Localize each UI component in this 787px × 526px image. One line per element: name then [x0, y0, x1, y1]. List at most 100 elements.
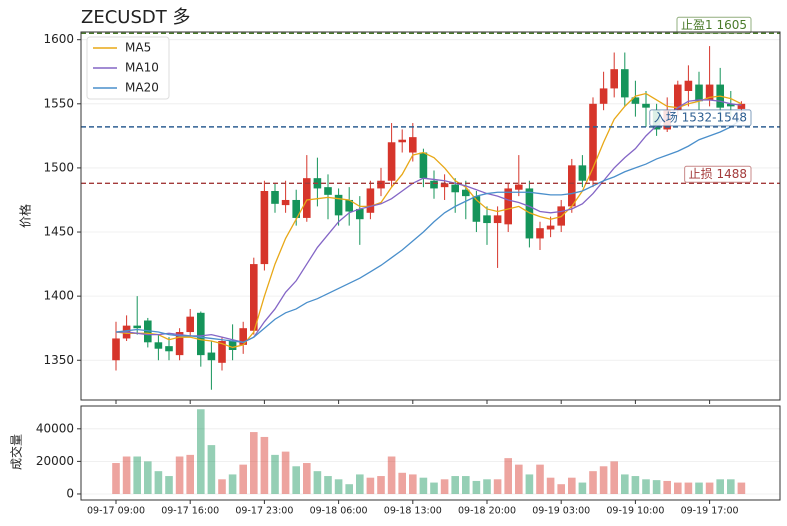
candle-body	[684, 80, 693, 91]
candle-body	[154, 342, 163, 349]
candle-body	[546, 225, 555, 230]
volume-bar	[737, 482, 746, 494]
candle-body	[387, 142, 396, 181]
candle-body	[705, 84, 714, 100]
legend: MA5 MA10 MA20	[86, 36, 170, 100]
level-label-text: 止盈1 1605	[681, 18, 747, 32]
volume-bar	[557, 484, 565, 494]
legend-box	[86, 36, 170, 100]
y-tick-label: 1600	[43, 32, 74, 46]
volume-bar	[239, 464, 247, 494]
candle-body	[292, 199, 300, 218]
volume-bar	[568, 477, 576, 494]
x-tick-label: 09-18 06:00	[310, 506, 368, 517]
candle-body	[409, 137, 417, 153]
volume-bar	[610, 461, 618, 494]
y-tick-label: 20000	[36, 454, 74, 468]
y-tick-label: 1450	[43, 225, 74, 239]
candle-body	[112, 338, 120, 361]
candle-body	[578, 165, 587, 181]
plot-frame	[80, 31, 781, 401]
candle-body	[674, 84, 682, 111]
volume-bar	[387, 456, 396, 494]
volume-bar	[281, 451, 290, 494]
volume-bar	[366, 477, 375, 494]
volume-bar	[228, 474, 237, 494]
volume-bar	[112, 463, 120, 494]
volume-bar	[663, 480, 671, 494]
volume-bar	[409, 474, 417, 494]
candle-body	[175, 332, 184, 356]
candle-body	[133, 325, 141, 329]
candle-body	[504, 188, 512, 225]
volume-bar	[652, 480, 661, 494]
volume-bar	[303, 463, 311, 494]
candle-body	[515, 184, 523, 190]
volume-bar	[292, 466, 300, 494]
legend-label: MA5	[125, 41, 151, 55]
y-tick-label: 1500	[43, 160, 74, 174]
candle-body	[197, 312, 205, 356]
volume-bar	[515, 464, 523, 494]
candle-body	[377, 180, 385, 189]
ma-line	[115, 92, 742, 349]
y-tick-label: 40000	[36, 421, 74, 435]
candle-body	[621, 69, 629, 98]
y-tick-label: 1350	[43, 353, 74, 367]
volume-bar	[674, 482, 682, 494]
x-tick-label: 09-17 09:00	[87, 506, 145, 517]
candle-body	[218, 341, 226, 363]
candle-body	[260, 190, 269, 265]
volume-bar	[197, 409, 205, 494]
volume-bar	[398, 472, 406, 494]
volume-axis-label: 成交量	[9, 434, 24, 470]
x-tick-label: 09-18 20:00	[458, 506, 516, 517]
volume-bar	[250, 432, 258, 494]
volume-bar	[525, 474, 534, 494]
level-label: 止损 1488	[684, 165, 752, 183]
volume-bar	[472, 480, 481, 494]
volume-bar	[430, 482, 438, 494]
candle-body	[281, 199, 290, 206]
volume-bar	[419, 477, 428, 494]
volume-bar	[324, 476, 332, 494]
volume-bar	[144, 461, 152, 494]
volume-bar	[313, 471, 322, 494]
candle-body	[366, 188, 375, 213]
candle-body	[727, 103, 735, 107]
candle-body	[462, 189, 470, 197]
y-tick-label: 1550	[43, 96, 74, 110]
y-tick-label: 0	[66, 486, 74, 500]
volume-bar	[536, 464, 544, 494]
volume-bar	[186, 454, 194, 494]
volume-bar	[727, 479, 735, 494]
y-tick-label: 1400	[43, 289, 74, 303]
candle-body	[642, 103, 650, 108]
volume-bar	[642, 479, 650, 494]
level-label-box	[649, 109, 752, 127]
volume-bar	[504, 458, 512, 494]
ma-line	[115, 118, 742, 343]
candle-body	[250, 264, 258, 331]
candle-body	[228, 341, 237, 350]
volume-bar	[218, 479, 226, 494]
chart-title: ZECUSDT 多	[81, 7, 190, 28]
candle-body	[568, 165, 576, 207]
x-tick-label: 09-17 23:00	[235, 506, 293, 517]
volume-bar	[716, 479, 724, 494]
candle-body	[737, 103, 746, 109]
volume-bar	[334, 479, 343, 494]
candle-body	[239, 328, 247, 345]
candle-body	[419, 152, 428, 179]
legend-label: MA20	[125, 81, 159, 95]
volume-bar	[462, 476, 470, 494]
candle-body	[207, 352, 216, 361]
volume-bar	[684, 482, 693, 494]
volume-bar	[695, 482, 703, 494]
x-tick-label: 09-18 13:00	[384, 506, 442, 517]
volume-bar	[493, 479, 502, 494]
volume-bar	[546, 477, 555, 494]
volume-bar	[578, 482, 587, 494]
volume-bar	[356, 474, 364, 494]
